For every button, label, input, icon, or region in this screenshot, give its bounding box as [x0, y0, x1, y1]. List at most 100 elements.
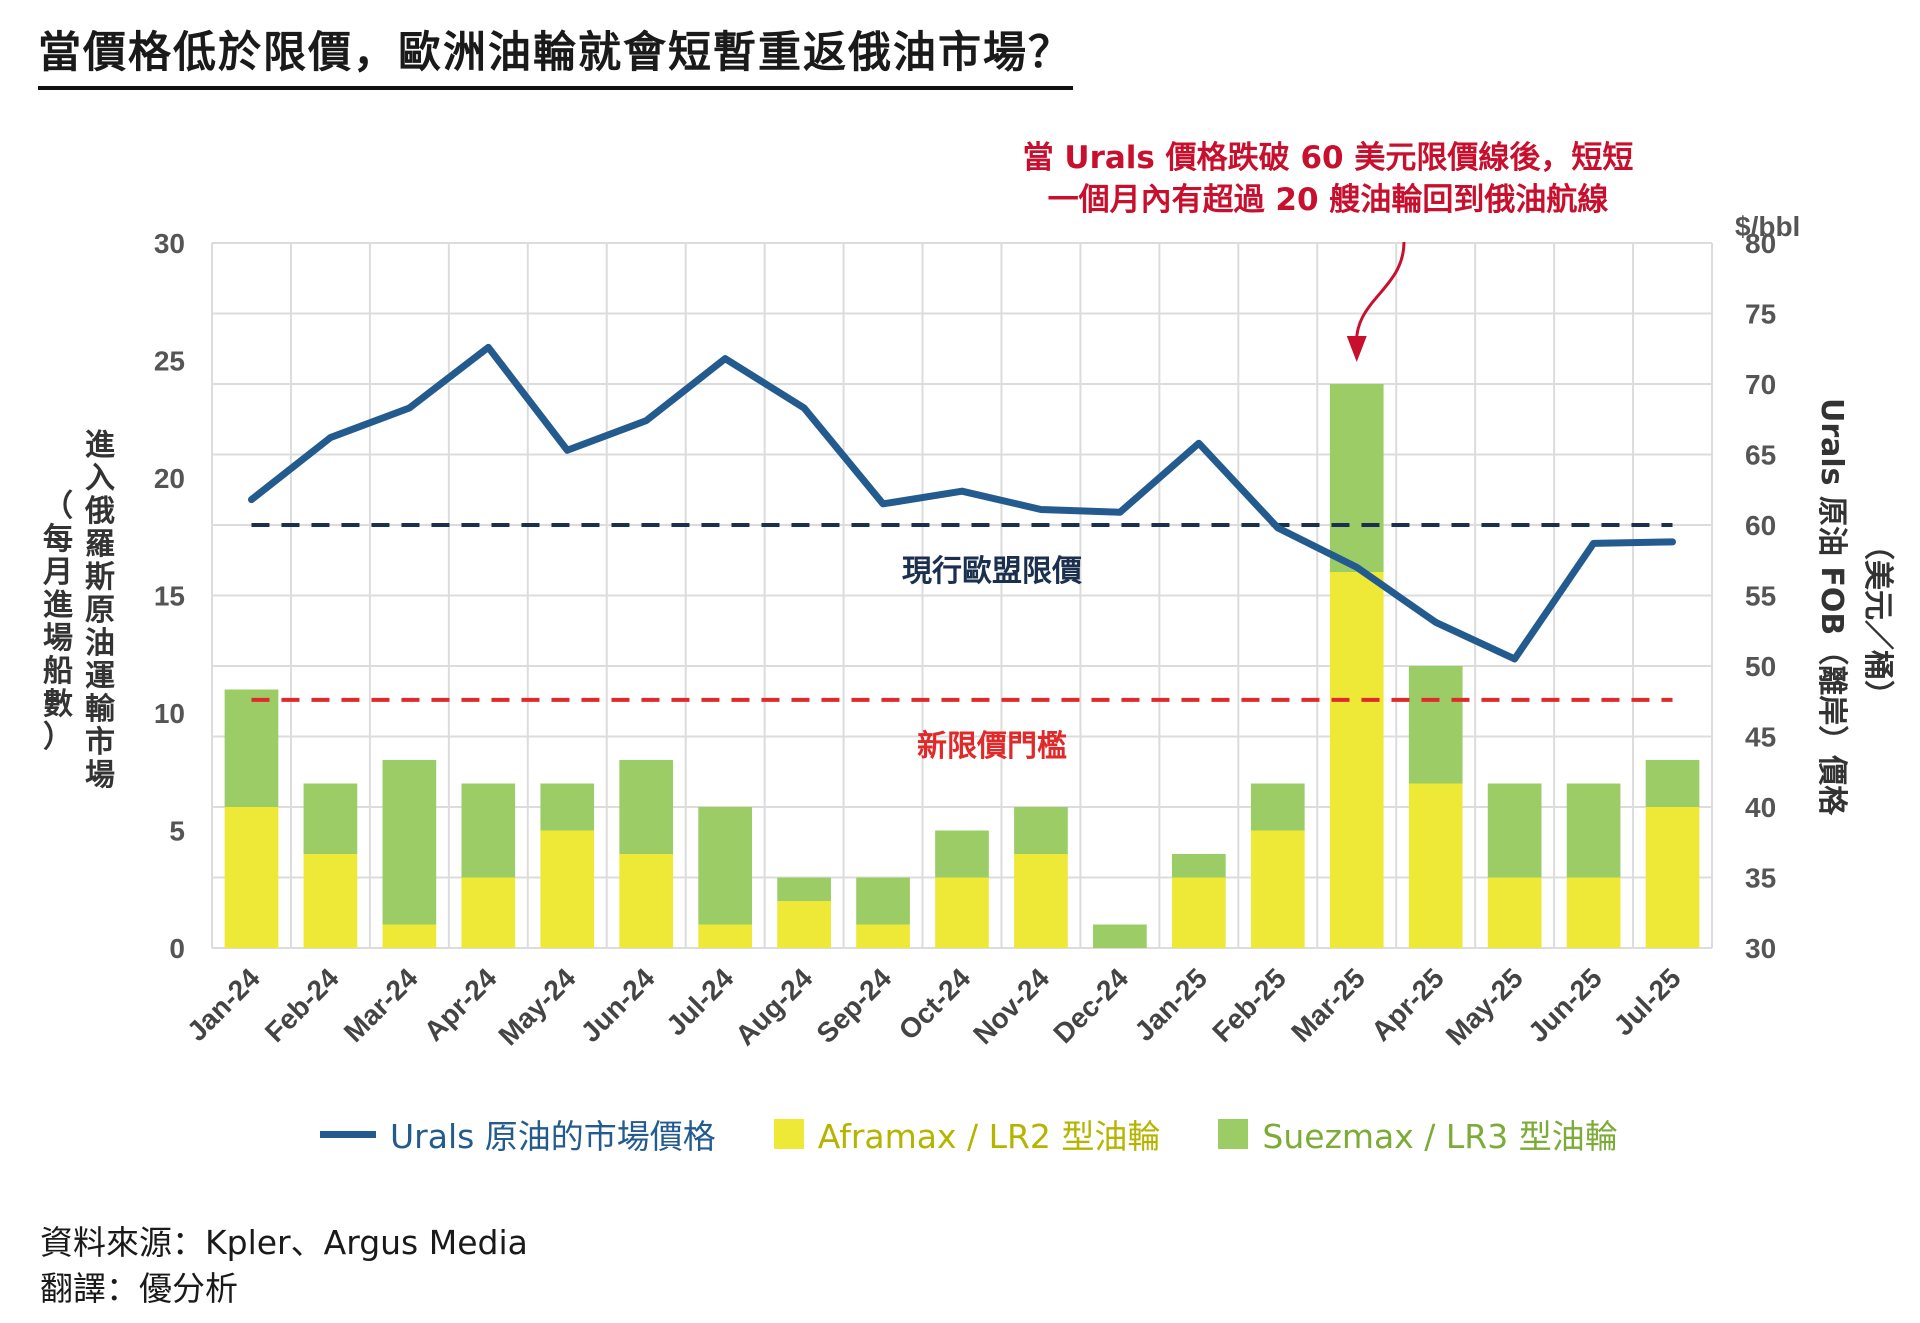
right-axis-unit: $/bbl	[1735, 211, 1800, 242]
axis-labels: 進入俄羅斯原油運輸市場 （每月進場船數） Urals 原油 FOB（離岸）價格 （美元…	[43, 398, 1895, 816]
bar-suezmax	[1250, 783, 1305, 831]
left-axis-subtitle: （每月進場船數）	[43, 489, 73, 755]
bar-suezmax	[619, 760, 674, 854]
legend-suezmax-label: Suezmax / LR3 型油輪	[1262, 1117, 1618, 1156]
bar-aframax	[1566, 877, 1621, 948]
bar-suezmax	[1645, 760, 1700, 807]
right-axis-tick: 45	[1745, 722, 1776, 753]
x-axis-tick: Dec-24	[1047, 962, 1134, 1049]
x-axis-tick: Oct-24	[893, 962, 977, 1046]
legend-aframax-label: Aframax / LR2 型油輪	[817, 1117, 1161, 1156]
left-axis-title: 進入俄羅斯原油運輸市場	[84, 428, 116, 793]
legend-item-price: Urals 原油的市場價格	[320, 1110, 716, 1158]
bar-aframax	[1014, 854, 1068, 948]
source-note: 資料來源：Kpler、Argus Media 翻譯：優分析	[40, 1220, 528, 1312]
legend: Urals 原油的市場價格 Aframax / LR2 型油輪 Suezmax …	[320, 1110, 1676, 1158]
bar-suezmax	[382, 760, 437, 925]
bar-aframax	[461, 877, 516, 948]
bar-aframax	[540, 830, 595, 948]
annotation-arrow	[1355, 241, 1406, 349]
bar-aframax	[856, 924, 910, 948]
right-axis-tick: 50	[1745, 651, 1776, 682]
bar-suezmax	[461, 783, 516, 878]
left-axis-tick: 30	[154, 228, 185, 259]
annotation-text: 一個月內有超過 20 艘油輪回到俄油航線	[1048, 182, 1609, 218]
bar-suezmax	[224, 689, 279, 807]
eu-cap-label: 現行歐盟限價	[902, 554, 1082, 589]
bar-suezmax	[698, 807, 752, 925]
source-line: 資料來源：Kpler、Argus Media	[40, 1223, 528, 1262]
x-axis-tick: Mar-25	[1285, 962, 1371, 1048]
x-axis-tick: Apr-25	[1365, 962, 1450, 1047]
right-axis-tick: 55	[1745, 581, 1776, 612]
right-axis-subtitle: （美元／桶）	[1860, 530, 1895, 710]
new-cap-label: 新限價門檻	[917, 729, 1067, 764]
annotation-arrowhead	[1346, 336, 1367, 362]
bar-aframax	[1250, 830, 1305, 948]
legend-item-suezmax: Suezmax / LR3 型油輪	[1218, 1110, 1618, 1158]
bar-aframax	[1172, 877, 1226, 948]
left-axis-tick: 20	[154, 463, 185, 494]
right-axis-tick: 65	[1745, 440, 1776, 471]
bar-aframax	[303, 854, 358, 948]
x-axis-tick: Sep-24	[810, 962, 897, 1049]
bar-aframax	[224, 807, 279, 948]
x-axis-tick: Feb-25	[1206, 962, 1292, 1048]
right-axis-tick: 35	[1745, 863, 1776, 894]
left-axis-tick: 0	[169, 933, 185, 964]
x-axis-tick: Nov-24	[967, 962, 1055, 1050]
bar-aframax	[1487, 877, 1542, 948]
legend-aframax-swatch	[773, 1119, 804, 1149]
right-axis-tick: 30	[1745, 933, 1776, 964]
bar-aframax	[698, 924, 752, 948]
x-axis-tick: May-25	[1440, 962, 1529, 1051]
bar-suezmax	[1172, 854, 1226, 878]
bar-aframax	[382, 924, 437, 948]
left-axis-tick: 5	[169, 816, 185, 847]
bar-aframax	[935, 877, 989, 948]
right-axis-title: Urals 原油 FOB（離岸）價格	[1814, 398, 1849, 816]
x-axis-tick: Jul-24	[660, 962, 739, 1041]
right-axis-tick: 75	[1745, 299, 1776, 330]
bar-suezmax	[1408, 666, 1463, 784]
x-axis-tick: May-24	[492, 962, 581, 1051]
bar-suezmax	[1329, 384, 1384, 572]
right-axis-tick: 70	[1745, 369, 1776, 400]
right-axis-tick: 60	[1745, 510, 1776, 541]
x-axis-tick: Jun-25	[1522, 962, 1608, 1048]
chart-title: 當價格低於限價，歐洲油輪就會短暫重返俄油市場？	[38, 18, 1073, 90]
bar-suezmax	[303, 783, 358, 854]
translator-line: 翻譯：優分析	[40, 1269, 238, 1308]
right-axis-tick: 40	[1745, 792, 1776, 823]
legend-price-label: Urals 原油的市場價格	[390, 1117, 716, 1156]
x-axis-tick: Jan-25	[1128, 962, 1213, 1047]
bar-suezmax	[777, 877, 831, 901]
x-axis-tick: Apr-24	[418, 962, 503, 1047]
price-line	[247, 343, 1677, 663]
bar-aframax	[619, 854, 674, 948]
bar-suezmax	[1093, 924, 1147, 948]
bar-suezmax	[540, 783, 595, 831]
bar-aframax	[777, 901, 831, 948]
bar-aframax	[1329, 572, 1384, 948]
x-axis-tick: Jan-24	[181, 962, 266, 1047]
bar-aframax	[1408, 783, 1463, 948]
bar-suezmax	[1566, 783, 1621, 878]
bar-suezmax	[1487, 783, 1542, 878]
legend-line-swatch	[320, 1130, 376, 1138]
bar-group	[224, 384, 1700, 948]
left-axis-tick: 25	[154, 346, 185, 377]
bar-suezmax	[856, 877, 910, 925]
right-axis-tick: 80	[1745, 228, 1776, 259]
x-axis-tick: Feb-24	[259, 962, 345, 1048]
annotation-text: 當 Urals 價格跌破 60 美元限價線後，短短	[1023, 140, 1634, 176]
x-axis-tick: Jun-24	[575, 962, 661, 1048]
bar-aframax	[1645, 807, 1700, 948]
x-axis-tick: Mar-24	[338, 962, 424, 1048]
bar-suezmax	[1014, 807, 1068, 854]
left-axis-tick: 15	[154, 581, 185, 612]
legend-item-aframax: Aframax / LR2 型油輪	[773, 1110, 1161, 1158]
left-axis-tick: 10	[154, 698, 185, 729]
